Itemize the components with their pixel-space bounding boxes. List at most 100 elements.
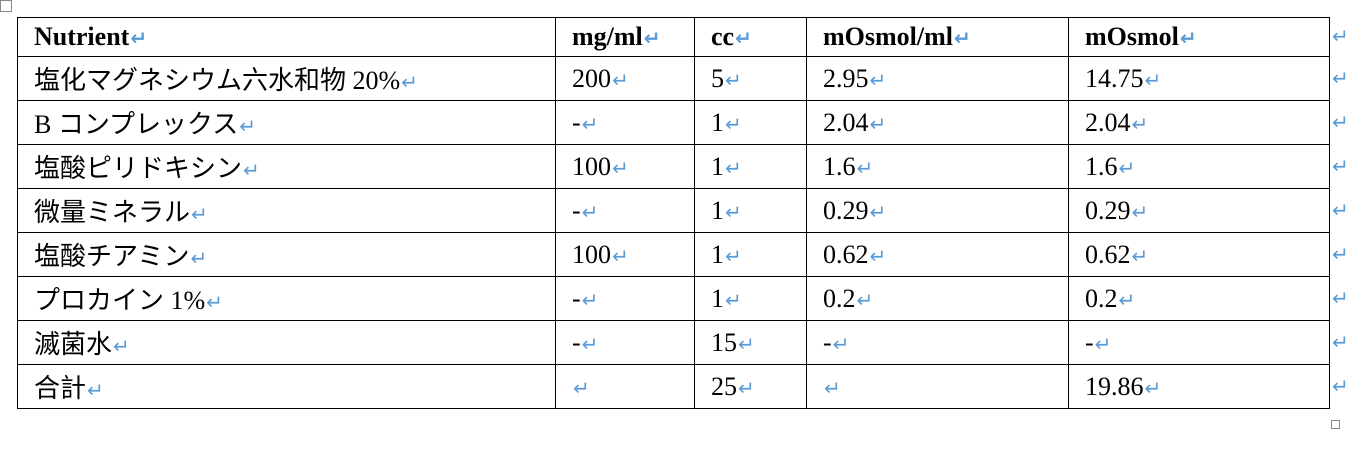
- cell-text: 1: [711, 239, 724, 269]
- paragraph-mark: [611, 64, 629, 93]
- cell-text: 100: [572, 239, 611, 269]
- cell-text: cc: [711, 22, 735, 51]
- cell-text: 1.6: [823, 151, 856, 181]
- cell-text: 200: [572, 63, 611, 93]
- table-cell: 2.95: [806, 56, 1069, 101]
- paragraph-mark: [737, 328, 755, 357]
- cell-text: 1: [711, 107, 724, 137]
- paragraph-mark: [581, 108, 599, 137]
- paragraph-mark: [1179, 22, 1197, 51]
- row-end-mark: [1331, 24, 1351, 48]
- paragraph-mark: [724, 284, 742, 313]
- paragraph-mark: [724, 152, 742, 181]
- paragraph-mark: [724, 196, 742, 225]
- table-cell: 塩酸ピリドキシン: [17, 144, 556, 189]
- paragraph-mark: [581, 284, 599, 313]
- paragraph-mark: [129, 22, 147, 51]
- row-end-mark: [1331, 66, 1351, 90]
- table-cell: -: [806, 320, 1069, 365]
- paragraph-mark: [734, 22, 752, 51]
- table-cell: 100: [555, 232, 695, 277]
- paragraph-mark: [869, 64, 887, 93]
- header-cell: mg/ml: [555, 17, 695, 57]
- cell-text: 塩化マグネシウム六水和物 20%: [34, 66, 401, 95]
- paragraph-mark: [1144, 64, 1162, 93]
- paragraph-mark: [86, 374, 104, 403]
- table-cell: 1.6: [806, 144, 1069, 189]
- paragraph-mark: [724, 64, 742, 93]
- cell-text: 14.75: [1085, 63, 1144, 93]
- cell-text: -: [572, 327, 581, 357]
- paragraph-mark: [1131, 196, 1149, 225]
- table-row: 合計 25 19.86: [17, 364, 1330, 409]
- cell-text: -: [572, 195, 581, 225]
- paragraph-mark: [869, 108, 887, 137]
- table-cell: 1: [694, 100, 807, 145]
- cell-text: Nutrient: [34, 22, 130, 51]
- paragraph-mark: [572, 372, 590, 401]
- paragraph-mark: [832, 328, 850, 357]
- cell-text: mOsmol/ml: [823, 22, 953, 51]
- cell-text: 0.29: [1085, 195, 1131, 225]
- table-cell: 滅菌水: [17, 320, 556, 365]
- table-cell: 0.62: [1068, 232, 1330, 277]
- cell-text: -: [823, 327, 832, 357]
- paragraph-mark: [242, 154, 260, 183]
- cell-text: 2.04: [823, 107, 869, 137]
- cell-text: 0.29: [823, 195, 869, 225]
- paragraph-mark: [1094, 328, 1112, 357]
- table-cell: 微量ミネラル: [17, 188, 556, 233]
- table-cell: -: [555, 100, 695, 145]
- cell-text: -: [572, 283, 581, 313]
- table-cell: 15: [694, 320, 807, 365]
- paragraph-mark: [823, 372, 841, 401]
- paragraph-mark: [1131, 108, 1149, 137]
- cell-text: -: [1085, 327, 1094, 357]
- cell-text: 1: [711, 283, 724, 313]
- header-cell: mOsmol: [1068, 17, 1330, 57]
- cell-text: 100: [572, 151, 611, 181]
- cell-text: 1.6: [1085, 151, 1118, 181]
- table-cell: 0.2: [1068, 276, 1330, 321]
- table-cell: -: [555, 276, 695, 321]
- paragraph-mark: [724, 240, 742, 269]
- table-cell: 0.2: [806, 276, 1069, 321]
- cell-text: 塩酸チアミン: [34, 242, 190, 271]
- header-row: Nutrient mg/ml cc mOsmol/ml mOsmol: [17, 17, 1330, 57]
- cell-text: 0.2: [823, 283, 856, 313]
- paragraph-mark: [1144, 372, 1162, 401]
- paragraph-mark: [238, 110, 256, 139]
- table-move-handle[interactable]: [0, 0, 12, 12]
- cell-text: mg/ml: [572, 22, 643, 51]
- cell-text: 0.62: [823, 239, 869, 269]
- table-cell: 2.04: [1068, 100, 1330, 145]
- paragraph-mark: [400, 66, 418, 95]
- table-cell: 19.86: [1068, 364, 1330, 409]
- paragraph-mark: [643, 22, 661, 51]
- cell-text: 2.04: [1085, 107, 1131, 137]
- table-cell: 0.62: [806, 232, 1069, 277]
- cell-text: 1: [711, 151, 724, 181]
- table-cell: B コンプレックス: [17, 100, 556, 145]
- table-cell: 1: [694, 276, 807, 321]
- table-row: 滅菌水 - 15 - -: [17, 320, 1330, 365]
- cell-text: 合計: [34, 374, 87, 403]
- cell-text: mOsmol: [1085, 22, 1179, 51]
- table-cell: プロカイン 1%: [17, 276, 556, 321]
- table-cell: 1: [694, 144, 807, 189]
- header-cell: Nutrient: [17, 17, 556, 57]
- header-cell: mOsmol/ml: [806, 17, 1069, 57]
- table-row: プロカイン 1% - 1 0.2 0.2: [17, 276, 1330, 321]
- table-resize-handle[interactable]: [1331, 420, 1340, 429]
- table-row: 微量ミネラル - 1 0.29 0.29: [17, 188, 1330, 233]
- table-cell: 14.75: [1068, 56, 1330, 101]
- table-cell: [806, 364, 1069, 409]
- table-cell: 1: [694, 232, 807, 277]
- table-cell: 100: [555, 144, 695, 189]
- cell-text: 25: [711, 371, 737, 401]
- cell-text: 塩酸ピリドキシン: [34, 154, 243, 183]
- paragraph-mark: [856, 284, 874, 313]
- table-row: 塩酸チアミン 100 1 0.62 0.62: [17, 232, 1330, 277]
- cell-text: 微量ミネラル: [34, 198, 191, 227]
- paragraph-mark: [190, 198, 208, 227]
